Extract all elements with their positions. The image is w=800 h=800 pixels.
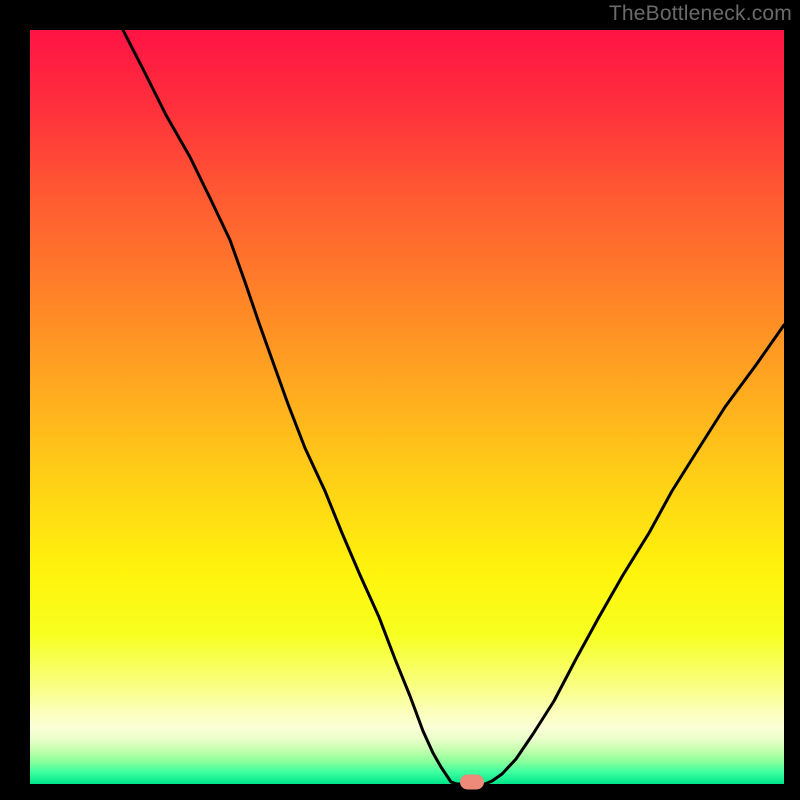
plot-svg (30, 30, 784, 784)
optimum-marker (460, 774, 484, 789)
plot-area (30, 30, 784, 784)
watermark-text: TheBottleneck.com (609, 2, 792, 26)
chart-frame: TheBottleneck.com (0, 0, 800, 800)
plot-background (30, 30, 784, 784)
